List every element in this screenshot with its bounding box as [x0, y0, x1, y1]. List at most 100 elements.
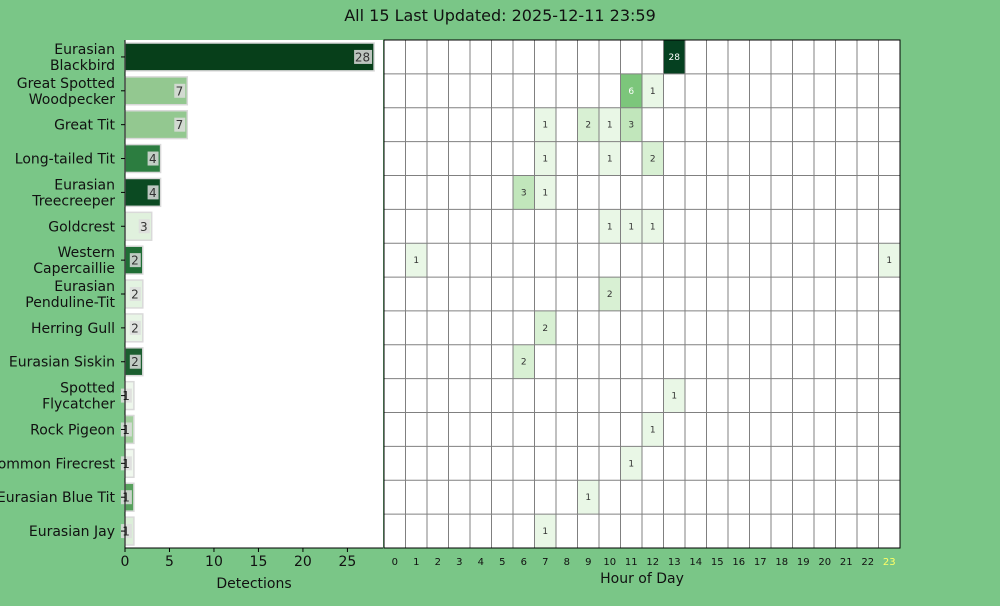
category-label: Eurasian Siskin [9, 355, 115, 371]
chart-title: All 15 Last Updated: 2025-12-11 23:59 [344, 6, 656, 25]
x-tick-label: 10 [205, 554, 223, 570]
bar-label-bg [129, 287, 141, 301]
bar-value-label: 2 [131, 355, 139, 369]
heatmap-cell-label: 1 [585, 493, 591, 503]
x-axis-label: Detections [216, 576, 291, 592]
x-tick-label: 20 [294, 554, 312, 570]
heatmap-cell-label: 1 [542, 121, 548, 131]
heatmap-cell [534, 175, 556, 210]
heatmap-cell [534, 107, 556, 142]
heatmap-frame [383, 39, 901, 549]
heatmap-cell [405, 243, 427, 278]
hour-tick-label: 17 [754, 557, 767, 568]
heatmap-cell-label: 1 [607, 121, 613, 131]
heatmap-cell [642, 141, 664, 176]
heatmap-cell [513, 344, 535, 379]
hour-tick-label: 16 [732, 557, 745, 568]
heatmap-cell-label: 3 [521, 188, 527, 198]
bar-value-label: 2 [131, 321, 139, 335]
hour-tick-label: 22 [861, 557, 874, 568]
hour-tick-label: 23 [883, 557, 896, 568]
heatmap-cell [663, 40, 685, 74]
heatmap-cell [878, 243, 900, 278]
bar-label-bg [120, 422, 132, 437]
heatmap-x-axis-label: Hour of Day [600, 571, 684, 587]
heatmap-cell-label: 1 [542, 155, 548, 165]
hour-tick-label: 6 [521, 557, 527, 568]
bar-value-label: 4 [149, 152, 157, 166]
heatmap-cell [513, 175, 535, 210]
heatmap-cell [642, 73, 664, 108]
bar-value-label: 1 [122, 389, 130, 403]
bar-label-bg [147, 151, 159, 166]
bar-label-bg [120, 490, 132, 505]
heatmap-cell [620, 209, 642, 244]
hour-tick-label: 5 [499, 557, 505, 568]
heatmap-cell [642, 209, 664, 244]
hour-tick-label: 4 [478, 557, 484, 568]
heatmap-cell-label: 2 [650, 155, 656, 165]
bar-value-label: 7 [176, 118, 184, 132]
heatmap-cell-label: 3 [628, 121, 634, 131]
category-label: Herring Gull [31, 321, 115, 337]
bar-value-label: 3 [140, 220, 148, 234]
bar-value-label: 1 [122, 525, 130, 539]
category-label: Common Firecrest [0, 456, 115, 472]
hour-tick-label: 19 [797, 557, 810, 568]
hour-tick-label: 18 [775, 557, 788, 568]
heatmap-cell-label: 2 [585, 121, 591, 131]
hour-tick-label: 12 [646, 557, 659, 568]
heatmap-cell [663, 378, 685, 413]
x-tick-label: 5 [165, 554, 174, 570]
heatmap-cell [620, 446, 642, 481]
hour-tick-label: 20 [818, 557, 831, 568]
hour-tick-label: 2 [435, 557, 441, 568]
heatmap-cell [620, 73, 642, 108]
bar [124, 42, 375, 72]
hour-tick-label: 11 [625, 557, 638, 568]
bar-label-bg [129, 253, 141, 268]
bar-value-label: 7 [176, 84, 184, 98]
heatmap-cell-label: 1 [671, 392, 677, 402]
heatmap-cell-label: 1 [650, 87, 656, 97]
category-label: Goldcrest [48, 219, 115, 235]
heatmap-cell [599, 107, 621, 142]
bar-label-bg [120, 456, 132, 471]
heatmap-cell-label: 6 [628, 87, 634, 97]
heatmap-cell-label: 1 [628, 222, 634, 232]
heatmap-cell [599, 277, 621, 311]
heatmap-cell-label: 2 [521, 358, 527, 368]
category-label: Great Tit [54, 118, 115, 134]
heatmap-cell [642, 412, 664, 447]
x-tick-label: 25 [338, 554, 356, 570]
category-label: Eurasian Blackbird [50, 42, 115, 74]
heatmap-cell [599, 141, 621, 176]
hour-tick-label: 14 [689, 557, 702, 568]
bar-label-bg [174, 117, 186, 132]
bar-label-bg [129, 320, 141, 335]
category-label: Western Capercaillie [33, 245, 115, 277]
hour-tick-label: 21 [840, 557, 853, 568]
heatmap-cell [599, 209, 621, 244]
bar-label-bg [129, 354, 141, 369]
hour-tick-label: 0 [392, 557, 398, 568]
bar-label-bg [354, 49, 373, 64]
hour-tick-label: 13 [668, 557, 681, 568]
heatmap-cell [534, 514, 556, 548]
heatmap-cell-label: 2 [542, 324, 548, 334]
heatmap-cell [577, 480, 599, 515]
bar-label-bg [120, 524, 132, 539]
category-label: Long-tailed Tit [15, 152, 116, 168]
bar-value-label: 2 [131, 288, 139, 302]
x-tick-label: 0 [121, 554, 130, 570]
hour-tick-label: 1 [413, 557, 419, 568]
category-label: Rock Pigeon [30, 422, 115, 438]
heatmap-cell-label: 28 [669, 53, 681, 63]
bar-value-label: 1 [122, 457, 130, 471]
category-label: Eurasian Penduline-Tit [25, 279, 115, 311]
hour-tick-label: 7 [542, 557, 548, 568]
bar-value-label: 28 [355, 50, 370, 64]
hour-tick-label: 15 [711, 557, 724, 568]
bar-value-label: 4 [149, 186, 157, 200]
